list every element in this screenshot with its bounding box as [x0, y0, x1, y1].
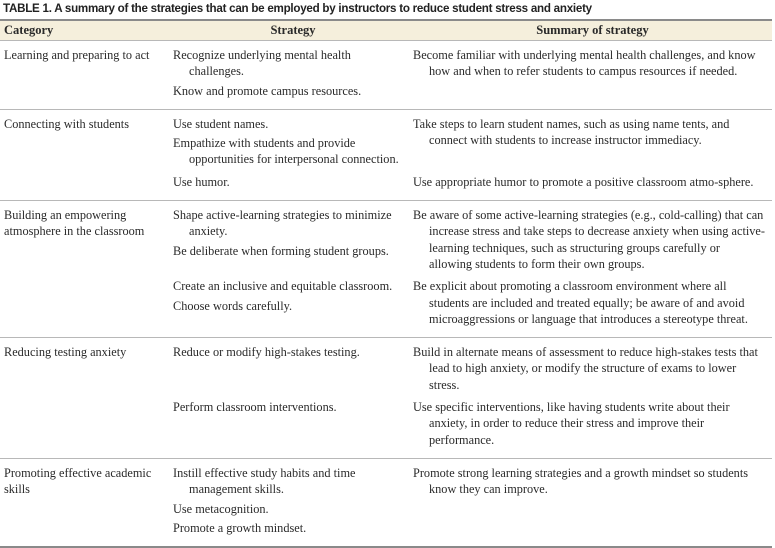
table-row: Building an empowering atmosphere in the…: [0, 201, 772, 339]
strategy-item: Promote a growth mindset.: [173, 520, 307, 535]
header-category: Category: [4, 23, 54, 37]
strategy-item: Perform classroom interventions.: [173, 400, 337, 415]
strategy-item: Instill effective study habits and time …: [173, 465, 356, 497]
strategy-item: Use metacognition.: [173, 501, 269, 516]
strategy-item: Know and promote campus resources.: [173, 83, 362, 98]
summary-item: Build in alternate means of assessment t…: [413, 345, 758, 392]
summary-item: Use specific interventions, like having …: [413, 400, 730, 447]
strategy-group: Instill effective study habits and time …: [173, 465, 772, 539]
summary-item: Use appropriate humor to promote a posit…: [413, 174, 754, 189]
strategy-item: Recognize underlying mental health chall…: [173, 48, 351, 79]
summary-cell: Build in alternate means of assessment t…: [413, 344, 772, 396]
strategy-group: Perform classroom interventions. Use spec…: [173, 399, 772, 451]
summary-cell: Use specific interventions, like having …: [413, 399, 772, 451]
summary-item: Take steps to learn student names, such …: [413, 116, 730, 148]
table-row: Reducing testing anxiety Reduce or modify…: [0, 338, 772, 459]
table-header: Category Strategy Summary of strategy: [0, 21, 772, 41]
table-row: Connecting with students Use student name…: [0, 110, 772, 202]
summary-cell: Promote strong learning strategies and a…: [413, 465, 772, 539]
summary-cell: Become familiar with underlying mental h…: [413, 47, 772, 102]
summary-cell: Use appropriate humor to promote a posit…: [413, 174, 772, 193]
strategy-group: Recognize underlying mental health chall…: [173, 47, 772, 102]
table-row: Promoting effective academic skills Insti…: [0, 459, 772, 546]
summary-cell: Be aware of some active-learning strateg…: [413, 207, 772, 275]
strategies-table: Category Strategy Summary of strategy Le…: [0, 19, 772, 548]
strategy-cell: Instill effective study habits and time …: [173, 465, 413, 539]
strategy-group: Use humor. Use appropriate humor to promo…: [173, 174, 772, 193]
strategy-item: Use humor.: [173, 174, 230, 189]
table-row: Learning and preparing to act Recognize u…: [0, 41, 772, 110]
strategy-item: Empathize with students and provide oppo…: [173, 136, 399, 167]
strategy-item: Choose words carefully.: [173, 298, 293, 313]
strategy-item: Be deliberate when forming student group…: [173, 243, 389, 258]
category-cell: Building an empowering atmosphere in the…: [4, 208, 145, 239]
strategy-item: Use student names.: [173, 116, 269, 131]
table-body: Learning and preparing to act Recognize u…: [0, 41, 772, 546]
strategy-item: Shape active-learning strategies to mini…: [173, 208, 392, 239]
strategy-cell: Recognize underlying mental health chall…: [173, 47, 413, 102]
strategy-cell: Use student names. Empathize with student…: [173, 116, 413, 171]
strategy-cell: Perform classroom interventions.: [173, 399, 413, 451]
category-cell: Reducing testing anxiety: [4, 345, 127, 360]
summary-item: Become familiar with underlying mental h…: [413, 48, 756, 79]
summary-cell: Be explicit about promoting a classroom …: [413, 278, 772, 330]
strategy-group: Shape active-learning strategies to mini…: [173, 207, 772, 275]
header-summary: Summary of strategy: [536, 23, 649, 37]
strategy-group: Create an inclusive and equitable classr…: [173, 278, 772, 330]
category-cell: Learning and preparing to act: [4, 48, 150, 62]
strategy-group: Use student names. Empathize with student…: [173, 116, 772, 171]
summary-item: Be explicit about promoting a classroom …: [413, 279, 748, 326]
strategy-cell: Use humor.: [173, 174, 413, 193]
summary-cell: Take steps to learn student names, such …: [413, 116, 772, 171]
summary-item: Be aware of some active-learning strateg…: [413, 208, 765, 271]
strategy-cell: Create an inclusive and equitable classr…: [173, 278, 413, 330]
summary-item: Promote strong learning strategies and a…: [413, 465, 749, 497]
strategy-cell: Reduce or modify high-stakes testing.: [173, 344, 413, 396]
strategy-item: Create an inclusive and equitable classr…: [173, 279, 393, 294]
strategy-group: Reduce or modify high-stakes testing. Bui…: [173, 344, 772, 396]
category-cell: Connecting with students: [4, 116, 130, 131]
strategy-cell: Shape active-learning strategies to mini…: [173, 207, 413, 275]
table-caption: TABLE 1. A summary of the strategies tha…: [3, 2, 592, 15]
strategy-item: Reduce or modify high-stakes testing.: [173, 345, 360, 360]
header-strategy: Strategy: [270, 23, 316, 37]
category-cell: Promoting effective academic skills: [4, 465, 152, 497]
